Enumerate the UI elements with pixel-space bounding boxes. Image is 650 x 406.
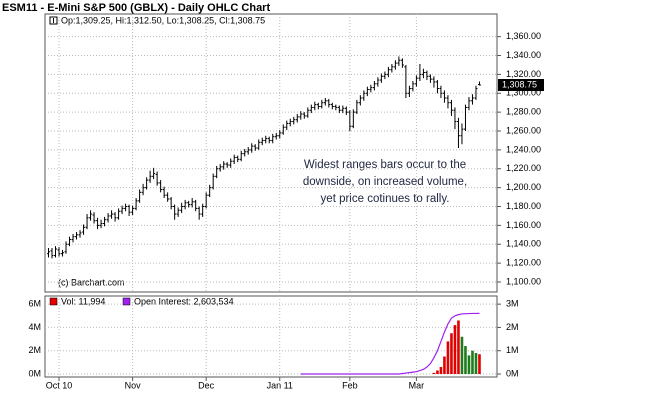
y2-tick-label: 1M (506, 345, 519, 355)
y-tick-label: 1,140.00 (506, 239, 541, 249)
last-price-box (498, 79, 544, 92)
volume-bar (446, 341, 450, 374)
y-tick-label: 1,300.00 (506, 88, 541, 98)
price-legend: Op:1,309.25, Hi:1,312.50, Lo:1,308.25, C… (61, 15, 265, 25)
y-tick-label: 1,240.00 (506, 144, 541, 154)
volume-bar (457, 320, 460, 374)
y2-tick-label: 0M (506, 368, 519, 378)
y-tick-label: 1,180.00 (506, 201, 541, 211)
y-tick-label: 2M (28, 345, 41, 355)
volume-bar (443, 356, 446, 374)
y-tick-label: 6M (28, 299, 41, 309)
y-tick-label: 1,220.00 (506, 163, 541, 173)
volume-bar (432, 372, 436, 374)
y2-tick-label: 2M (506, 322, 519, 332)
y-tick-label: 1,280.00 (506, 107, 541, 117)
chart-title: ESM11 - E-Mini S&P 500 (GBLX) - Daily OH… (2, 2, 270, 14)
volume-bar (450, 333, 453, 374)
legend-swatch (49, 297, 58, 306)
annotation: downside, on increased volume, (303, 176, 467, 188)
volume-bar (471, 350, 474, 374)
annotation: Widest ranges bars occur to the (304, 159, 466, 171)
y-tick-label: 1,120.00 (506, 258, 541, 268)
y-tick-label: 1,340.00 (506, 50, 541, 60)
y-tick-label: 1,200.00 (506, 182, 541, 192)
y-tick-label: 1,320.00 (506, 69, 541, 79)
volume-bar (478, 354, 481, 374)
legend-swatch (122, 297, 131, 306)
volume-frame (44, 295, 498, 378)
x-tick-label: Oct 10 (46, 380, 73, 390)
volume-bar (439, 367, 443, 374)
source: (c) Barchart.com (58, 277, 125, 287)
price-frame (44, 13, 498, 293)
legend-label: Open Interest: 2,603,534 (134, 296, 234, 306)
last-price-label: 1,308.75 (502, 79, 537, 89)
y2-tick-label: 3M (506, 299, 519, 309)
volume-bar (436, 370, 439, 374)
volume-bar (474, 353, 478, 374)
x-tick-label: Nov (125, 380, 142, 390)
open-interest-line (300, 312, 480, 375)
y-tick-label: 1,100.00 (506, 276, 541, 286)
volume-bar (453, 325, 457, 374)
y-tick-label: 0M (28, 368, 41, 378)
volume-bar (464, 346, 467, 374)
x-tick-label: Mar (409, 380, 425, 390)
x-tick-label: Jan 11 (267, 380, 293, 390)
y-tick-label: 1,360.00 (506, 31, 541, 41)
volume-bar (460, 336, 464, 374)
y-tick-label: 1,260.00 (506, 125, 541, 135)
y-tick-label: 1,160.00 (506, 220, 541, 230)
annotation: yet price cotinues to rally. (321, 193, 450, 205)
volume-bar (467, 355, 471, 374)
y-tick-label: 4M (28, 322, 41, 332)
x-tick-label: Feb (342, 380, 358, 390)
legend-label: Vol: 11,994 (61, 296, 105, 306)
x-tick-label: Dec (198, 380, 215, 390)
